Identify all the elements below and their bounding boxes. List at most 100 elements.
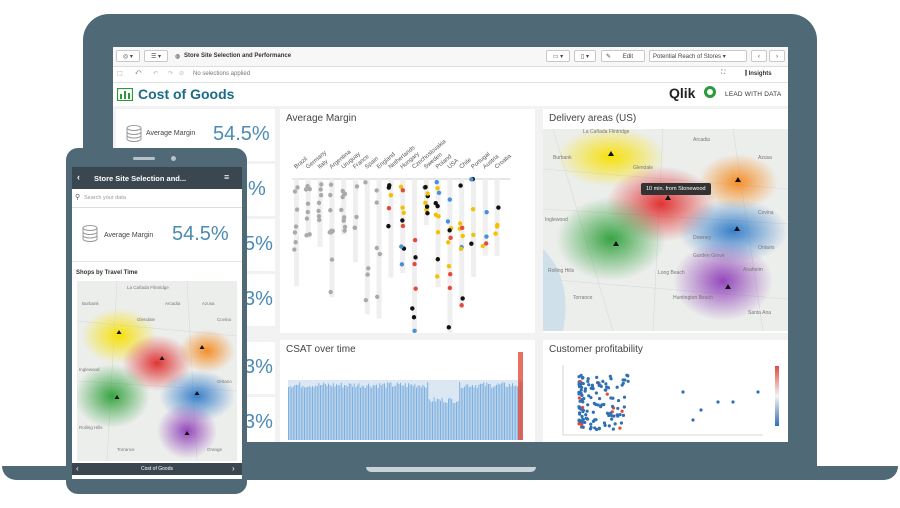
profit-point[interactable] xyxy=(611,396,615,400)
margin-point[interactable] xyxy=(377,251,383,257)
margin-point[interactable] xyxy=(354,214,359,220)
margin-point[interactable] xyxy=(483,241,489,246)
margin-point[interactable] xyxy=(448,235,453,240)
insights-button[interactable]: ⫿ Insights xyxy=(745,71,772,78)
margin-point[interactable] xyxy=(423,185,428,190)
margin-point[interactable] xyxy=(433,200,438,206)
profit-point[interactable] xyxy=(622,405,626,409)
profit-point[interactable] xyxy=(616,414,620,418)
margin-point[interactable] xyxy=(374,245,380,251)
margin-point[interactable] xyxy=(341,215,347,220)
step-forward-icon[interactable]: ↷ xyxy=(168,71,174,77)
margin-point[interactable] xyxy=(374,188,379,193)
profit-point[interactable] xyxy=(603,388,607,392)
app-menu-button[interactable]: ☰ ▾ xyxy=(144,50,168,62)
margin-point[interactable] xyxy=(316,200,322,206)
margin-point[interactable] xyxy=(398,184,404,190)
margin-point[interactable] xyxy=(386,223,391,229)
profit-point[interactable] xyxy=(584,413,588,417)
profit-point[interactable] xyxy=(691,418,695,422)
profit-point[interactable] xyxy=(610,414,614,418)
margin-point[interactable] xyxy=(342,228,347,233)
margin-point[interactable] xyxy=(457,221,463,226)
profit-point[interactable] xyxy=(583,420,587,425)
profit-point[interactable] xyxy=(578,406,582,410)
margin-point[interactable] xyxy=(318,187,323,192)
margin-point[interactable] xyxy=(305,201,311,206)
profit-point[interactable] xyxy=(579,373,583,377)
margin-point[interactable] xyxy=(328,208,333,213)
profit-point[interactable] xyxy=(621,413,626,417)
margin-point[interactable] xyxy=(435,274,440,279)
profit-point[interactable] xyxy=(594,402,598,407)
margin-point[interactable] xyxy=(316,213,322,219)
margin-point[interactable] xyxy=(400,218,405,223)
profit-point[interactable] xyxy=(594,418,598,422)
margin-point[interactable] xyxy=(374,200,379,205)
profit-point[interactable] xyxy=(615,385,619,389)
selections-tool-icon[interactable]: ⛶ xyxy=(721,70,726,76)
margin-point[interactable] xyxy=(319,182,324,187)
margin-point[interactable] xyxy=(318,193,324,198)
profit-point[interactable] xyxy=(604,382,608,386)
profit-point[interactable] xyxy=(608,374,612,378)
margin-point[interactable] xyxy=(412,261,417,267)
profit-point[interactable] xyxy=(579,381,584,386)
margin-point[interactable] xyxy=(445,219,451,224)
profit-point[interactable] xyxy=(586,377,590,381)
margin-point[interactable] xyxy=(496,205,501,210)
profit-point[interactable] xyxy=(595,380,600,385)
profit-point[interactable] xyxy=(607,424,611,428)
profit-point[interactable] xyxy=(581,405,585,410)
margin-point[interactable] xyxy=(328,289,333,295)
phone-kpi-card[interactable]: Average Margin 54.5% xyxy=(72,208,242,262)
margin-point[interactable] xyxy=(424,204,430,209)
previous-sheet-button[interactable]: ‹ xyxy=(751,50,767,62)
profit-point[interactable] xyxy=(731,400,735,404)
sheet-selector[interactable]: Potential Reach of Stores ▾ xyxy=(649,50,747,62)
margin-point[interactable] xyxy=(484,234,489,239)
profit-point[interactable] xyxy=(580,414,584,419)
profit-point[interactable] xyxy=(597,397,602,401)
profit-point[interactable] xyxy=(599,384,603,389)
profit-point[interactable] xyxy=(593,426,597,430)
margin-point[interactable] xyxy=(459,303,464,308)
profit-point[interactable] xyxy=(581,417,585,421)
margin-point[interactable] xyxy=(366,266,371,271)
profit-point[interactable] xyxy=(595,375,599,379)
margin-point[interactable] xyxy=(295,185,300,190)
margin-point[interactable] xyxy=(316,208,321,214)
profit-point[interactable] xyxy=(618,426,622,430)
margin-point[interactable] xyxy=(352,225,358,231)
margin-point[interactable] xyxy=(400,188,406,193)
margin-point[interactable] xyxy=(458,183,463,188)
profit-point[interactable] xyxy=(578,399,582,403)
profit-point[interactable] xyxy=(756,390,760,394)
margin-point[interactable] xyxy=(460,225,465,231)
margin-point[interactable] xyxy=(293,224,299,229)
margin-point[interactable] xyxy=(399,262,405,267)
average-margin-chart[interactable]: Average Margin Brazil Germany Italy Argenti… xyxy=(280,109,535,333)
profit-point[interactable] xyxy=(609,411,613,415)
margin-point[interactable] xyxy=(411,315,417,320)
phone-map-card[interactable]: Shops by Travel Time La Cañada Flintridg… xyxy=(72,267,242,463)
margin-point[interactable] xyxy=(480,243,486,249)
margin-point[interactable] xyxy=(446,264,452,269)
margin-point[interactable] xyxy=(412,328,417,333)
profit-point[interactable] xyxy=(616,398,621,403)
margin-point[interactable] xyxy=(413,255,418,260)
margin-point[interactable] xyxy=(469,241,474,246)
profit-point[interactable] xyxy=(581,425,585,429)
margin-point[interactable] xyxy=(401,210,406,216)
margin-point[interactable] xyxy=(340,194,345,200)
profit-point[interactable] xyxy=(600,403,604,407)
profit-point[interactable] xyxy=(626,379,630,383)
margin-point[interactable] xyxy=(341,218,346,223)
profit-point[interactable] xyxy=(577,418,581,422)
margin-point[interactable] xyxy=(363,297,369,303)
margin-point[interactable] xyxy=(447,197,452,202)
profit-point[interactable] xyxy=(580,420,584,425)
profit-point[interactable] xyxy=(603,423,607,427)
margin-point[interactable] xyxy=(436,190,442,195)
profit-point[interactable] xyxy=(587,394,591,398)
